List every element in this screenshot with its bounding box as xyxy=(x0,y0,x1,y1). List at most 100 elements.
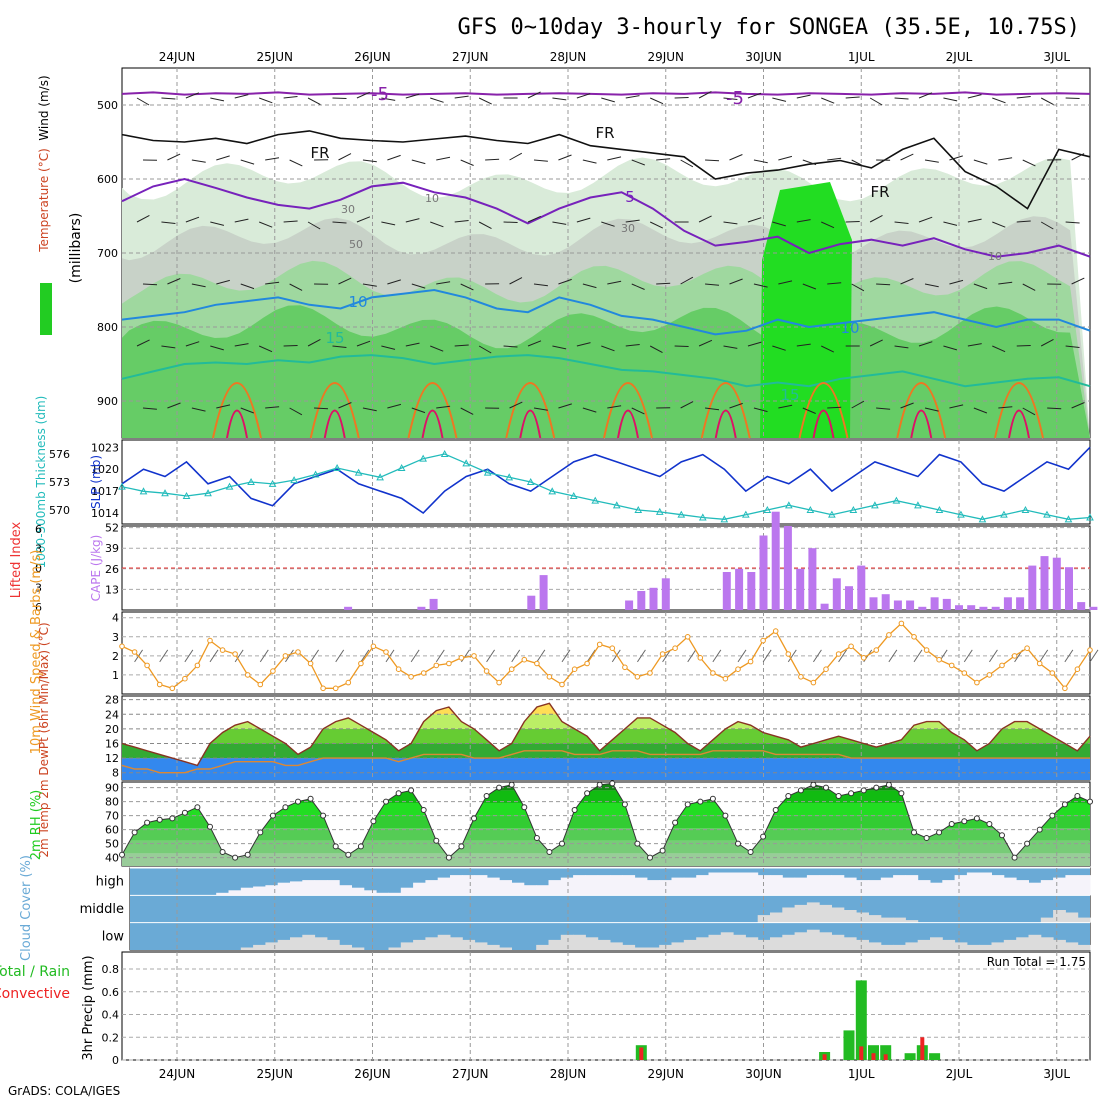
cape-tick-label: 39 xyxy=(105,542,119,555)
cloud-low-bar xyxy=(634,947,648,950)
cloud-low-bar xyxy=(425,937,439,950)
wind-barb xyxy=(335,649,345,663)
wind-barb xyxy=(142,283,158,286)
isotherm-line xyxy=(121,130,1091,210)
rh-point xyxy=(144,819,151,826)
wind-barb xyxy=(356,340,371,347)
cloud-low-bar xyxy=(1077,944,1091,950)
wind-speed-point xyxy=(810,679,817,686)
temp-tick-label: 12 xyxy=(105,752,119,765)
wind-barb xyxy=(772,345,786,351)
cape-bar xyxy=(1028,565,1037,610)
wind-speed-point xyxy=(458,655,465,661)
cloud-high-bar xyxy=(991,875,1005,896)
wind-barb xyxy=(576,93,591,99)
wind-barb xyxy=(1040,338,1054,347)
isotherm-20-loop xyxy=(700,382,751,439)
rh-point xyxy=(471,815,477,822)
wind-barb xyxy=(405,218,420,223)
cape-bar xyxy=(930,597,939,610)
cloud-high-bar xyxy=(905,875,919,896)
cloud-low-bar xyxy=(400,942,414,950)
cloud-low-bar xyxy=(1040,937,1054,950)
wind-barb xyxy=(167,402,181,409)
wind-barb xyxy=(167,153,181,161)
wind-barb xyxy=(674,345,689,347)
rh-point xyxy=(458,843,465,850)
cloud-high-bar xyxy=(425,880,439,896)
li-tick-label: 6 xyxy=(35,523,42,536)
cape-bar xyxy=(1040,556,1049,610)
date-label-bottom: 25JUN xyxy=(256,1067,293,1081)
cloud-middle-bar xyxy=(880,917,894,923)
cloud-low-bar xyxy=(856,939,869,950)
wind-barb xyxy=(918,341,933,347)
wind-barb xyxy=(601,345,615,352)
wind-barb xyxy=(963,649,973,663)
wind-speed-point xyxy=(747,658,754,665)
cloud-low-bar xyxy=(671,942,685,950)
precip-total-bar xyxy=(904,1053,916,1060)
wind-speed-point xyxy=(508,666,515,673)
wind-barb xyxy=(454,220,469,223)
precip-convective-bar xyxy=(920,1037,925,1060)
cape-bar xyxy=(881,594,890,610)
rh-point xyxy=(496,784,503,791)
wind-barb xyxy=(625,95,640,99)
cloud-middle-bar xyxy=(843,910,857,923)
cloud-low-bar xyxy=(450,937,463,950)
temp-tick-label: 16 xyxy=(105,737,119,750)
rh-point xyxy=(207,823,213,830)
wind-barb xyxy=(283,220,298,223)
thickness-point xyxy=(311,470,320,478)
wind-barb xyxy=(460,159,474,166)
wind-speed-point xyxy=(307,660,314,667)
temp-tick-label: 28 xyxy=(105,694,119,707)
wind-barb xyxy=(411,283,426,289)
cape-bar xyxy=(893,600,902,610)
wind-barb xyxy=(161,97,176,100)
temp-tick-label: 8 xyxy=(112,767,119,780)
wind-barb xyxy=(387,279,401,285)
wind-barb xyxy=(1064,649,1074,663)
isotherm-line xyxy=(121,288,1091,336)
pressure-tick-label: 700 xyxy=(97,247,118,260)
cape-bar xyxy=(1052,557,1061,610)
wind-barb xyxy=(209,649,219,663)
thickness-tick-label: 573 xyxy=(49,476,70,489)
wind-barb xyxy=(527,215,542,223)
cloud-low-bar xyxy=(782,934,796,950)
thickness-point xyxy=(1086,513,1094,521)
cloud-high-bar xyxy=(302,880,316,896)
wind-speed-point xyxy=(483,668,490,674)
wind-barb xyxy=(314,407,329,410)
wind-barb xyxy=(821,97,835,104)
date-label-top: 29JUN xyxy=(647,50,684,64)
cloud-low-bar xyxy=(1065,942,1079,950)
cloud-high-bar xyxy=(277,882,291,896)
wind-barb xyxy=(356,91,370,99)
precip-total-bar xyxy=(855,980,867,1060)
wind-speed-point xyxy=(923,647,930,653)
cloud-high-bar xyxy=(413,882,426,896)
cloud-middle-bar xyxy=(1040,917,1054,923)
wind-speed-point xyxy=(697,655,704,661)
thickness-point xyxy=(354,468,363,476)
rh-band xyxy=(122,803,1090,816)
precip-tick-label: 0.4 xyxy=(102,1009,120,1022)
cape-bar xyxy=(832,578,841,610)
wind-speed-point xyxy=(370,643,377,650)
wind-barb xyxy=(503,345,518,348)
li-tick-label: 0 xyxy=(35,562,42,575)
thickness-point xyxy=(548,487,557,495)
cloud-low-bar xyxy=(979,944,992,950)
cloud-high-bar xyxy=(499,880,512,896)
thickness-point xyxy=(397,463,406,471)
cloud-panel: high middle low Cloud Cover (%) xyxy=(19,855,1091,961)
cape-bar xyxy=(1065,567,1073,610)
wind-barb xyxy=(611,649,621,663)
rh-bands xyxy=(122,783,1090,866)
wind-speed-point xyxy=(420,670,427,676)
precip-convective-bar xyxy=(639,1047,644,1060)
